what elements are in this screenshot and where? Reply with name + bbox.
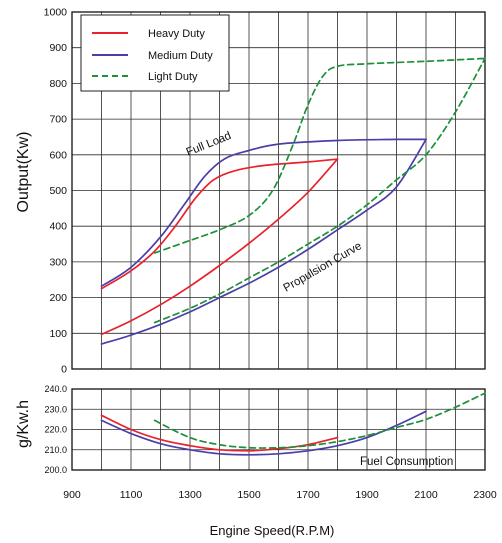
legend-box xyxy=(80,14,230,92)
output-heavy-duty-propulsion-line xyxy=(100,158,339,336)
x-tick-label: 2300 xyxy=(473,489,497,501)
x-tick-label: 1300 xyxy=(178,489,202,501)
output-y-tick-label: 800 xyxy=(49,78,67,90)
x-tick-label: 900 xyxy=(63,489,81,501)
legend: Heavy Duty Medium Duty Light Duty xyxy=(80,14,230,92)
y-axis-title-output: Output(Kw) xyxy=(15,132,32,213)
x-tick-label: 1700 xyxy=(296,489,320,501)
output-y-tick-label: 400 xyxy=(49,221,67,233)
propulsion-curve-annotation: Propulsion Curve xyxy=(282,240,364,295)
output-y-tick-label: 0 xyxy=(61,364,67,376)
fuel-light-duty-line xyxy=(153,392,486,449)
fuel-y-tick-label: 200.0 xyxy=(44,465,67,475)
fuel-y-tick-label: 220.0 xyxy=(44,425,67,435)
fuel-plot-frame xyxy=(71,388,486,471)
y-axis-title-fuel: g/Kw.h xyxy=(15,400,32,448)
x-tick-label: 1500 xyxy=(237,489,261,501)
output-y-tick-label: 700 xyxy=(49,114,67,126)
output-y-tick-label: 100 xyxy=(49,328,67,340)
fuel-y-tick-label: 240.0 xyxy=(44,384,67,394)
fuel-panel-grid xyxy=(71,388,486,471)
fuel-panel-series xyxy=(100,392,486,456)
fuel-consumption-annotation: Fuel Consumption xyxy=(360,456,453,468)
x-tick-label: 1900 xyxy=(355,489,379,501)
axis-ticks: 0 100 200 300 400 500 600 700 800 900 1000 200.0 210… xyxy=(44,7,497,502)
x-tick-label: 2100 xyxy=(414,489,438,501)
x-axis-title: Engine Speed(R.P.M) xyxy=(210,523,335,538)
output-y-tick-label: 1000 xyxy=(44,7,68,19)
output-y-tick-label: 900 xyxy=(49,42,67,54)
legend-label-medium-duty: Medium Duty xyxy=(148,50,213,62)
output-light-duty-full-load-line xyxy=(153,57,486,254)
x-tick-label: 1100 xyxy=(120,489,143,501)
fuel-medium-duty-line xyxy=(100,410,427,456)
legend-label-light-duty: Light Duty xyxy=(148,71,198,83)
output-medium-duty-full-load-line xyxy=(100,138,427,288)
output-y-tick-label: 600 xyxy=(49,149,67,161)
output-y-tick-label: 300 xyxy=(49,256,67,268)
legend-label-heavy-duty: Heavy Duty xyxy=(148,28,205,40)
output-medium-duty-propulsion-line xyxy=(100,138,427,345)
output-light-duty-propulsion-line xyxy=(153,57,486,324)
fuel-y-tick-label: 230.0 xyxy=(44,404,67,414)
output-plot-frame xyxy=(71,11,486,370)
output-y-tick-label: 200 xyxy=(49,292,67,304)
output-panel-series xyxy=(100,57,486,345)
output-y-tick-label: 500 xyxy=(49,185,67,197)
fuel-y-tick-label: 210.0 xyxy=(44,445,67,455)
